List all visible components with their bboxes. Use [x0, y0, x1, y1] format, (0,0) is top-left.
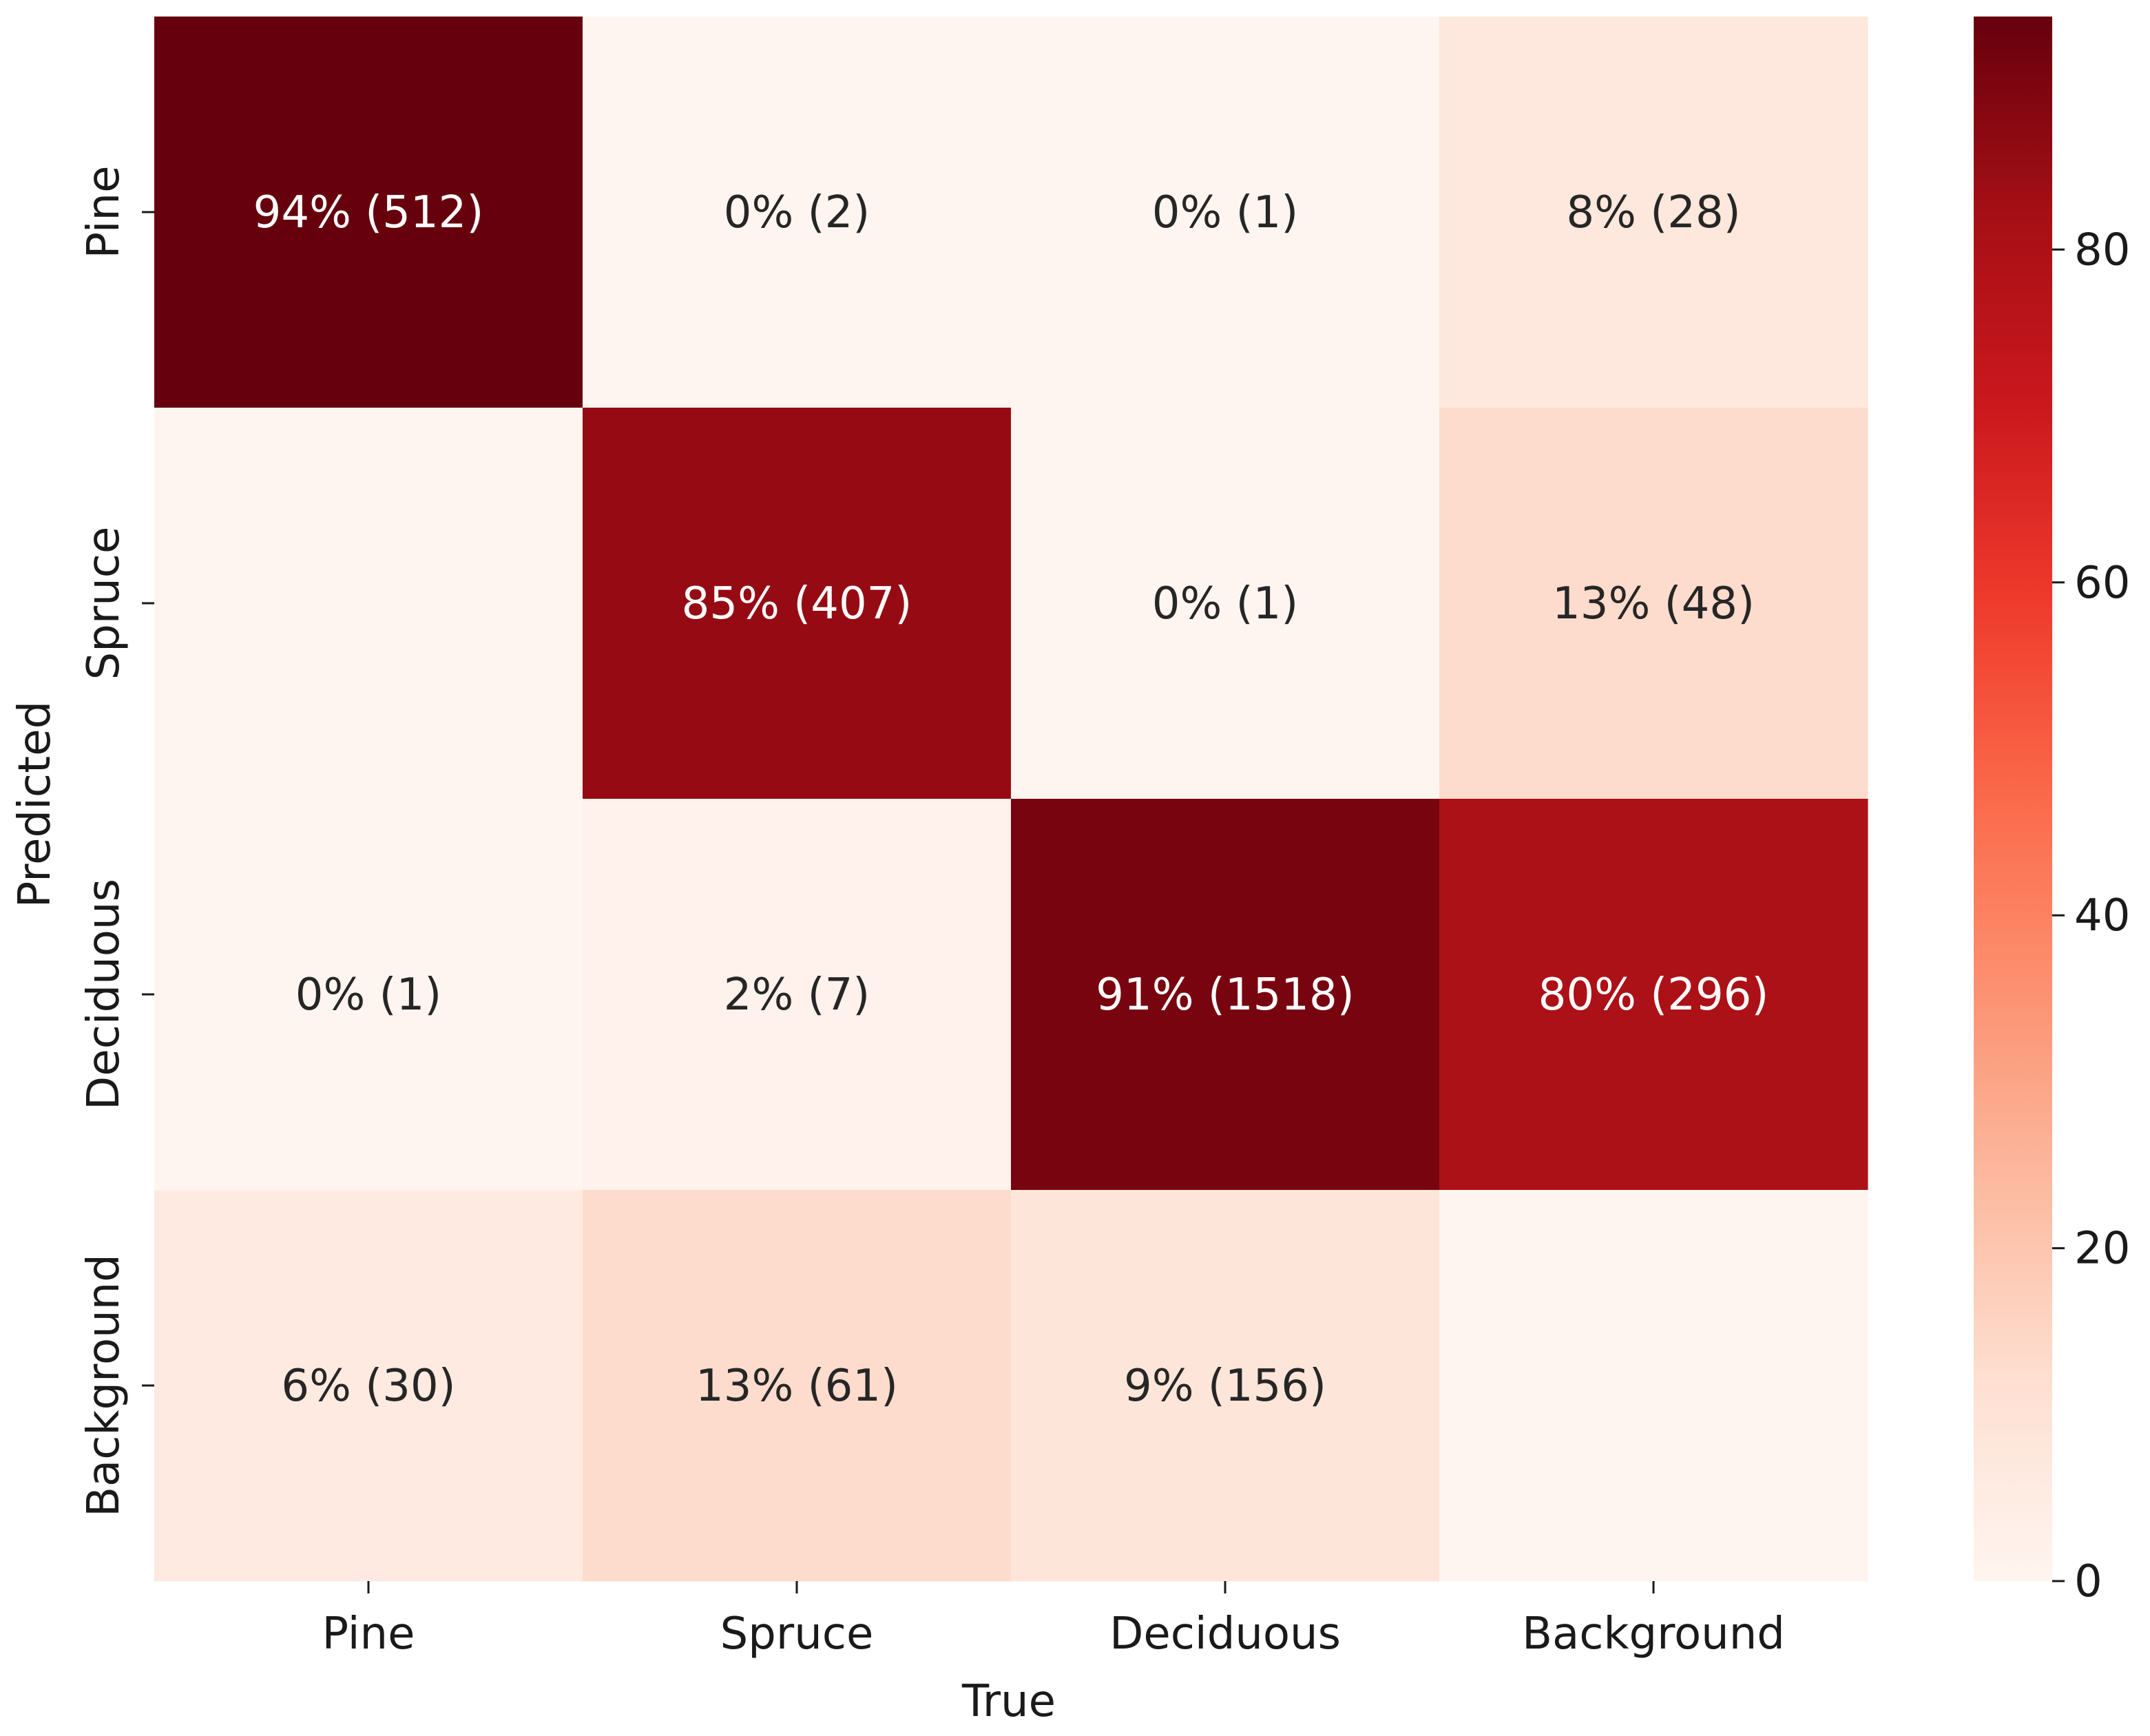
- heatmap-cell-2-2: [1011, 799, 1440, 1191]
- y-tick-label-background: Background: [79, 1254, 129, 1517]
- x-tick-label-background: Background: [1522, 1609, 1785, 1660]
- colorbar-tick-label-20: 20: [2074, 1224, 2130, 1275]
- heatmap-cell-1-0: [154, 408, 583, 799]
- colorbar: 0 20 40 60 80: [1974, 17, 2130, 1607]
- cell-label-0-0: 94% (512): [253, 187, 484, 238]
- heatmap-cell-1-1: [583, 408, 1012, 799]
- y-axis-title: Predicted: [10, 701, 61, 908]
- cell-label-2-2: 91% (1518): [1096, 970, 1354, 1021]
- heatmap-cell-0-0: [154, 17, 583, 408]
- cell-label-0-1: 0% (2): [724, 187, 870, 238]
- cell-label-3-0: 6% (30): [281, 1361, 455, 1412]
- colorbar-tick-label-60: 60: [2074, 558, 2130, 609]
- colorbar-tick-label-80: 80: [2074, 224, 2130, 275]
- cell-label-3-1: 13% (61): [696, 1361, 898, 1412]
- x-tick-label-deciduous: Deciduous: [1109, 1609, 1341, 1660]
- heatmap-cell-0-3: [1439, 17, 1868, 408]
- cell-label-2-3: 80% (296): [1538, 970, 1769, 1021]
- cell-label-1-3: 13% (48): [1552, 578, 1755, 629]
- heatmap-cell-1-3: [1439, 408, 1868, 799]
- cell-label-1-2: 0% (1): [1152, 578, 1299, 629]
- heatmap-cell-3-3: [1439, 1190, 1868, 1582]
- heatmap-cell-0-1: [583, 17, 1012, 408]
- heatmap-cell-3-0: [154, 1190, 583, 1582]
- colorbar-tick-label-40: 40: [2074, 890, 2130, 941]
- cell-label-2-1: 2% (7): [724, 970, 870, 1021]
- cell-label-3-2: 9% (156): [1124, 1361, 1326, 1412]
- colorbar-gradient: [1974, 17, 2052, 1581]
- heatmap-cell-labels: 94% (512) 0% (2) 0% (1) 8% (28) 85% (407) 0% …: [253, 187, 1769, 1412]
- cell-label-0-3: 8% (28): [1566, 187, 1740, 238]
- heatmap-cell-2-0: [154, 799, 583, 1191]
- heatmap-cells: [154, 17, 1868, 1582]
- x-tick-label-spruce: Spruce: [720, 1609, 874, 1660]
- x-axis-title: True: [961, 1676, 1056, 1727]
- y-axis: Pine Spruce Deciduous Background: [79, 166, 154, 1517]
- heatmap-cell-3-2: [1011, 1190, 1440, 1582]
- x-tick-label-pine: Pine: [322, 1609, 415, 1660]
- x-axis: Pine Spruce Deciduous Background: [322, 1581, 1785, 1660]
- colorbar-tick-label-0: 0: [2074, 1556, 2102, 1607]
- y-tick-label-spruce: Spruce: [79, 527, 129, 680]
- heatmap-cell-0-2: [1011, 17, 1440, 408]
- heatmap-cell-2-1: [583, 799, 1012, 1191]
- heatmap-cell-1-2: [1011, 408, 1440, 799]
- y-tick-label-deciduous: Deciduous: [79, 879, 129, 1110]
- cell-label-1-1: 85% (407): [682, 578, 912, 629]
- cell-label-2-0: 0% (1): [295, 970, 442, 1021]
- heatmap-cell-2-3: [1439, 799, 1868, 1191]
- y-tick-label-pine: Pine: [79, 166, 129, 259]
- heatmap-cell-3-1: [583, 1190, 1012, 1582]
- cell-label-0-2: 0% (1): [1152, 187, 1299, 238]
